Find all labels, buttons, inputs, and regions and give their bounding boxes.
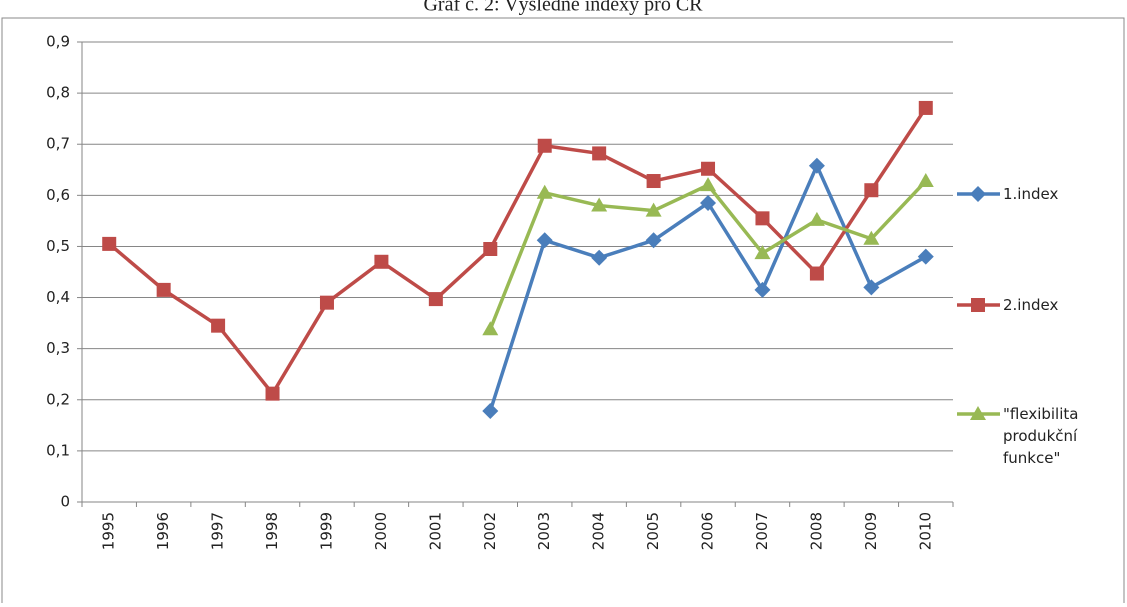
- legend-entry: 1.index: [1003, 185, 1059, 203]
- x-tick-label: 1998: [263, 512, 281, 550]
- y-tick-label: 0,6: [46, 186, 70, 204]
- marker: [102, 236, 117, 251]
- y-tick-label: 0,9: [46, 33, 70, 51]
- marker: [428, 292, 443, 307]
- x-tick-label: 2004: [590, 512, 608, 550]
- marker: [646, 174, 661, 189]
- x-tick-label: 2010: [916, 512, 934, 550]
- marker: [754, 245, 771, 260]
- marker: [918, 100, 933, 115]
- chart-title: Graf č. 2: Výsledné indexy pro ČR: [423, 0, 703, 16]
- marker: [483, 242, 498, 256]
- legend-label: 2.index: [1003, 296, 1059, 314]
- y-tick-label: 0,1: [46, 441, 70, 459]
- y-tick-label: 0,5: [46, 237, 70, 255]
- x-tick-label: 1996: [154, 512, 172, 550]
- x-tick-label: 2008: [807, 512, 825, 550]
- marker: [700, 195, 717, 211]
- marker: [809, 266, 824, 281]
- x-tick-label: 1995: [100, 512, 118, 550]
- marker: [917, 248, 934, 265]
- marker: [156, 282, 171, 297]
- marker: [808, 157, 825, 174]
- y-tick-label: 0,3: [46, 339, 70, 357]
- legend-label: "flexibilita produkční funkce": [1003, 405, 1079, 467]
- series-line: [108, 106, 928, 396]
- chart-border: [1, 17, 1125, 607]
- marker: [863, 279, 880, 296]
- marker: [754, 281, 771, 298]
- marker: [482, 321, 499, 336]
- marker: [536, 232, 553, 249]
- y-tick-label: 0,7: [46, 135, 70, 153]
- marker: [864, 183, 879, 198]
- x-tick-label: 2007: [753, 512, 771, 550]
- marker: [701, 161, 716, 176]
- marker: [971, 298, 985, 312]
- y-tick-label: 0,2: [46, 390, 70, 408]
- x-tick-label: 1999: [317, 512, 335, 550]
- legend-label: 1.index: [1003, 185, 1059, 203]
- y-tick-label: 0: [60, 493, 70, 511]
- marker: [970, 406, 986, 420]
- x-tick-label: 2000: [372, 512, 390, 550]
- marker: [700, 177, 717, 192]
- marker: [863, 230, 880, 245]
- marker: [755, 211, 770, 226]
- legend-entry: 2.index: [1003, 296, 1059, 314]
- marker: [645, 232, 662, 249]
- marker: [591, 197, 608, 212]
- y-tick-label: 0,8: [46, 84, 70, 102]
- marker: [591, 249, 608, 266]
- marker: [808, 211, 825, 226]
- marker: [592, 146, 607, 161]
- marker: [265, 386, 280, 401]
- x-tick-label: 2001: [426, 512, 444, 550]
- marker: [211, 318, 226, 333]
- legend-entry: "flexibilita produkční funkce": [1003, 405, 1079, 467]
- marker: [970, 186, 986, 202]
- x-tick-label: 1997: [209, 512, 227, 550]
- x-tick-label: 2003: [535, 512, 553, 550]
- y-tick-label: 0,4: [46, 288, 70, 306]
- x-tick-label: 2002: [481, 512, 499, 550]
- x-tick-label: 2006: [699, 512, 717, 550]
- x-tick-label: 2009: [862, 512, 880, 550]
- marker: [917, 173, 934, 188]
- x-tick-label: 2005: [644, 512, 662, 550]
- marker: [537, 138, 552, 153]
- marker: [374, 254, 389, 269]
- marker: [319, 295, 334, 310]
- marker: [482, 403, 499, 420]
- marker: [645, 202, 662, 217]
- marker: [536, 184, 553, 199]
